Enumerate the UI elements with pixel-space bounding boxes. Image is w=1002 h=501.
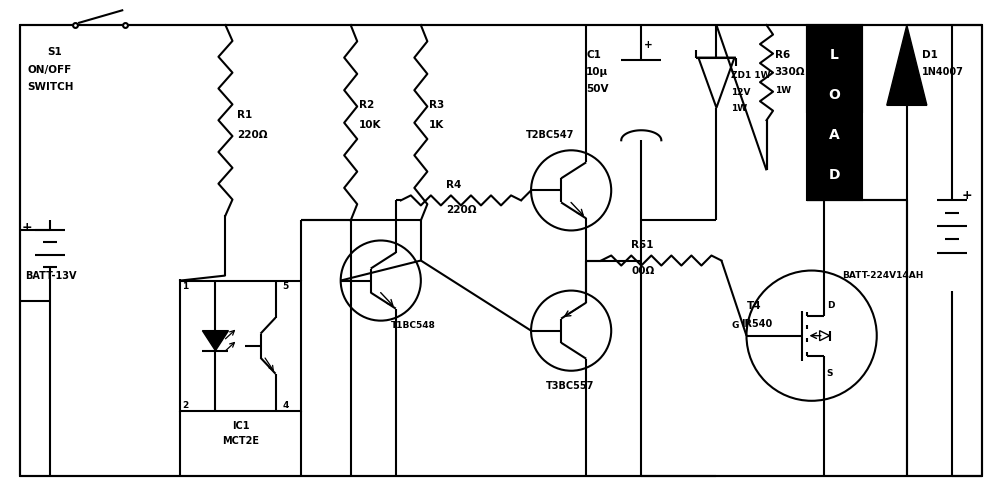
Text: 1W: 1W — [731, 104, 747, 113]
Text: 4: 4 — [283, 401, 289, 410]
Text: 10K: 10K — [359, 120, 381, 130]
Text: IC1: IC1 — [231, 421, 249, 431]
Text: D: D — [829, 168, 840, 182]
Text: ZD1 1W: ZD1 1W — [731, 71, 771, 80]
Text: IR540: IR540 — [741, 319, 773, 329]
Text: 00Ω: 00Ω — [631, 266, 654, 276]
Text: ON/OFF: ON/OFF — [28, 65, 72, 75]
Text: 220Ω: 220Ω — [237, 130, 268, 140]
Text: T2BC547: T2BC547 — [526, 130, 574, 140]
Text: T4: T4 — [746, 301, 762, 311]
Text: 1: 1 — [182, 282, 188, 291]
Text: R6: R6 — [775, 50, 790, 60]
Text: L: L — [830, 48, 839, 62]
Text: R2: R2 — [359, 100, 374, 110]
Text: 5: 5 — [283, 282, 289, 291]
Text: 1W: 1W — [775, 86, 791, 95]
Text: T3BC557: T3BC557 — [546, 381, 594, 391]
Text: C1: C1 — [586, 50, 601, 60]
Polygon shape — [807, 25, 862, 200]
Text: O: O — [829, 88, 840, 102]
Text: S: S — [827, 369, 833, 378]
Polygon shape — [202, 331, 228, 351]
Text: D: D — [827, 301, 834, 310]
Polygon shape — [887, 25, 927, 105]
Text: 220Ω: 220Ω — [446, 205, 476, 215]
Text: G: G — [731, 321, 738, 330]
Text: A: A — [829, 128, 840, 142]
Text: S1: S1 — [48, 47, 62, 57]
Text: R3: R3 — [429, 100, 444, 110]
Text: T1BC548: T1BC548 — [391, 321, 436, 330]
Text: D1: D1 — [922, 50, 938, 60]
Text: 1N4007: 1N4007 — [922, 67, 964, 77]
Text: BATT-224V14AH: BATT-224V14AH — [842, 271, 923, 280]
Text: BATT-13V: BATT-13V — [25, 271, 76, 281]
Text: 10μ: 10μ — [586, 67, 608, 77]
Text: R1: R1 — [237, 110, 253, 120]
Text: 50V: 50V — [586, 84, 608, 94]
Text: 2: 2 — [182, 401, 188, 410]
Text: SWITCH: SWITCH — [27, 82, 73, 92]
Text: +: + — [962, 189, 973, 202]
Text: 12V: 12V — [731, 88, 750, 97]
Text: +: + — [644, 40, 653, 50]
Text: MCT2E: MCT2E — [222, 436, 259, 446]
Text: 330Ω: 330Ω — [775, 67, 805, 77]
Text: R4: R4 — [446, 180, 461, 190]
Text: +: + — [22, 221, 33, 234]
Text: R51: R51 — [631, 240, 653, 250]
Text: 1K: 1K — [429, 120, 444, 130]
